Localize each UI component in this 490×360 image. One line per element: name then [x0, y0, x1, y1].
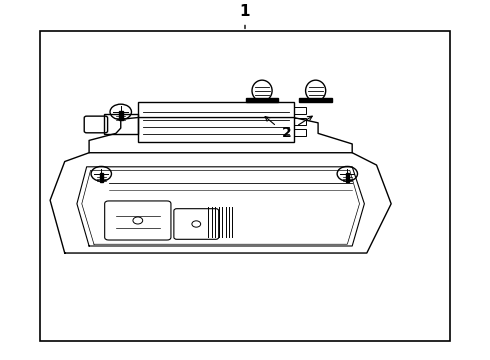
- Bar: [294, 118, 306, 125]
- Bar: [245, 98, 278, 102]
- Bar: [99, 172, 103, 182]
- Bar: [299, 98, 332, 102]
- Text: 1: 1: [240, 4, 250, 19]
- Bar: [294, 129, 306, 136]
- Bar: [119, 111, 122, 121]
- Bar: [138, 102, 294, 142]
- Bar: [104, 114, 138, 134]
- Bar: [294, 107, 306, 114]
- Bar: [40, 31, 450, 341]
- Bar: [345, 172, 349, 182]
- Text: 2: 2: [282, 126, 291, 140]
